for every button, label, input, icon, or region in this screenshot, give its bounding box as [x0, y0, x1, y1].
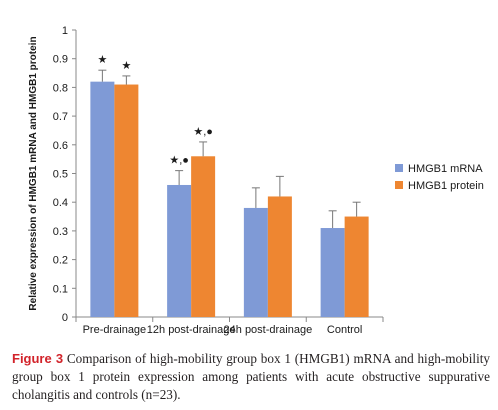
- x-tick-label: Control: [327, 324, 362, 336]
- bar: [167, 184, 192, 317]
- legend-swatch: [395, 164, 403, 172]
- y-tick-label: 0.7: [53, 111, 68, 123]
- bars: ★ ★ ★,● ★,●: [90, 54, 369, 317]
- legend: HMGB1 mRNA HMGB1 protein: [395, 163, 484, 192]
- y-axis: 0 0.1 0.2 0.3 0.4 0.5 0.6 0.7 0.8 0.9 1: [53, 25, 77, 324]
- bar: [191, 156, 216, 317]
- y-tick-label: 1: [62, 25, 68, 37]
- y-tick-label: 0.3: [53, 226, 68, 238]
- significance-marker: ★,●: [169, 155, 189, 167]
- bar: [243, 207, 268, 317]
- bar-chart: 0 0.1 0.2 0.3 0.4 0.5 0.6 0.7 0.8 0.9 1 Pre-draina…: [28, 25, 484, 336]
- legend-label: HMGB1 mRNA: [408, 163, 483, 175]
- figure-label: Figure 3: [12, 351, 64, 366]
- bar: [114, 84, 139, 317]
- figure-caption: Figure 3 Comparison of high-mobility gro…: [12, 350, 490, 404]
- y-tick-label: 0.1: [53, 283, 68, 295]
- legend-label: HMGB1 protein: [408, 180, 484, 192]
- bar: [90, 81, 115, 317]
- y-tick-label: 0: [62, 312, 68, 324]
- y-tick-label: 0.9: [53, 54, 68, 66]
- significance-marker: ★: [121, 60, 131, 72]
- bar: [344, 216, 369, 317]
- bar: [320, 228, 345, 317]
- x-tick-label: 12h post-drainage: [147, 324, 236, 336]
- significance-marker: ★,●: [193, 126, 213, 138]
- x-tick-label: 24h post-drainage: [224, 324, 313, 336]
- y-axis-title: Relative expression of HMGB1 mRNA and HM…: [28, 36, 39, 310]
- x-tick-label: Pre-drainage: [83, 324, 147, 336]
- y-tick-label: 0.2: [53, 255, 68, 267]
- significance-marker: ★: [97, 54, 107, 66]
- caption-text: Comparison of high-mobility group box 1 …: [12, 351, 490, 402]
- y-tick-label: 0.5: [53, 169, 68, 181]
- y-tick-label: 0.6: [53, 140, 68, 152]
- legend-swatch: [395, 181, 403, 189]
- y-tick-label: 0.8: [53, 82, 68, 94]
- bar: [267, 196, 292, 317]
- y-tick-label: 0.4: [53, 197, 68, 209]
